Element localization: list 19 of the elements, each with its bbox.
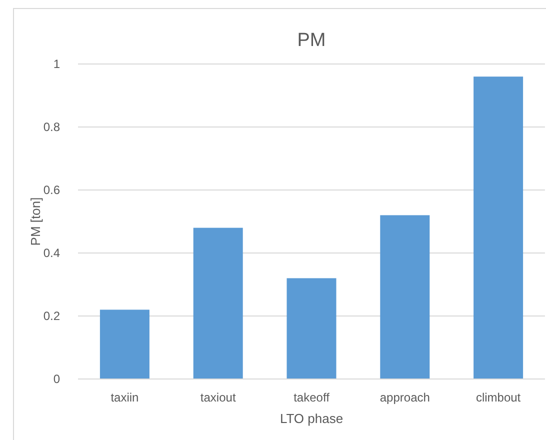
x-axis-title: LTO phase — [280, 411, 344, 426]
y-tick-label: 0.2 — [43, 308, 60, 323]
y-axis-title: PM [ton] — [28, 197, 43, 246]
chart-title: PM — [297, 30, 326, 51]
x-tick-label: taxiin — [110, 390, 139, 405]
bar — [100, 310, 150, 379]
x-tick-label: approach — [380, 390, 430, 405]
x-tick-label: taxiout — [200, 390, 236, 405]
y-tick-label: 0.8 — [43, 120, 60, 134]
y-tick-label: 0.4 — [43, 246, 60, 260]
y-tick-label: 0 — [53, 372, 60, 386]
bar — [286, 278, 336, 379]
bar — [474, 76, 524, 379]
x-tick-label: climbout — [476, 390, 522, 405]
bar — [380, 215, 430, 379]
y-tick-label: 0.6 — [43, 182, 60, 197]
x-tick-label: takeoff — [294, 390, 330, 405]
y-tick-label: 1 — [53, 56, 60, 71]
bar — [193, 228, 243, 379]
